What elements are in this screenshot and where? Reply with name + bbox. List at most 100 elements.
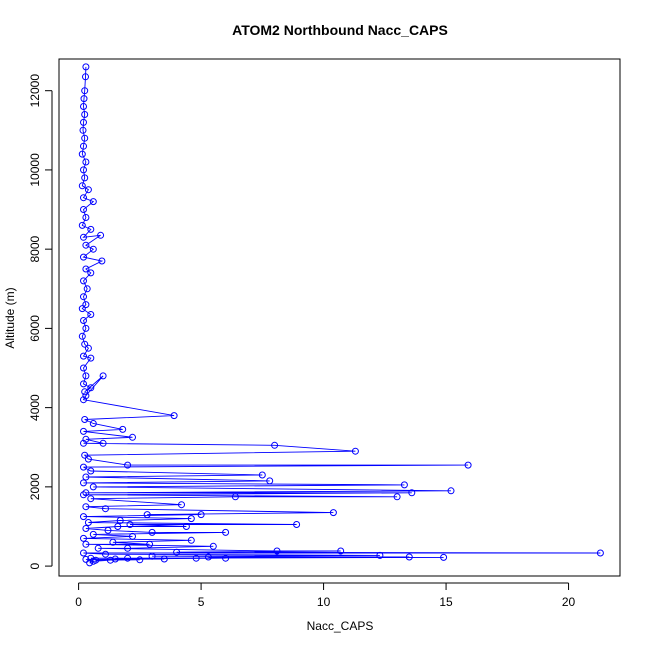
data-point [97,231,105,239]
data-point [87,225,95,233]
data-point [80,253,87,261]
data-point [124,461,132,469]
data-point [80,142,87,150]
data-point [80,396,87,404]
data-point [80,439,87,447]
data-point [271,441,279,449]
data-point [87,384,95,392]
data-point [393,493,401,501]
data-point [408,489,416,497]
x-tick-label: 0 [75,595,82,609]
data-point [89,483,97,491]
data-point [187,515,195,523]
data-point [80,118,87,126]
data-point [81,451,89,459]
data-point [82,324,90,332]
data-point [89,530,97,538]
data-point [82,525,90,532]
data-point [78,305,86,313]
data-point [81,388,89,396]
data-point [109,538,117,546]
y-tick-label: 12000 [28,74,42,108]
data-point [376,551,384,559]
data-point [124,544,132,552]
data-point [222,528,230,536]
data-point [78,221,86,229]
data-point [87,495,95,503]
data-point [82,301,90,309]
y-tick-label: 6000 [28,315,42,342]
data-point [111,555,119,563]
data-point [80,194,87,202]
data-point [182,523,190,530]
data-point [78,150,86,158]
data-point [273,547,281,555]
plot-frame [58,58,621,577]
data-point [78,332,86,340]
data-point [400,481,408,489]
data-point [160,555,168,563]
data-point [126,521,134,528]
data-point [82,158,90,166]
data-point [104,526,112,534]
data-point [80,380,87,388]
data-point [80,293,87,301]
data-point [87,311,95,318]
data-point [89,420,97,427]
x-tick-label: 10 [317,595,331,609]
data-point [148,528,156,536]
data-point [80,479,87,487]
data-point [204,553,212,561]
data-point [170,412,178,420]
data-point [329,509,337,517]
y-tick-label: 8000 [28,235,42,262]
data-point [596,549,604,557]
data-point [447,487,455,495]
data-point [192,554,200,562]
data-point [80,352,87,360]
data-point [143,511,151,519]
x-axis-label: Nacc_CAPS [307,619,374,633]
data-point [89,198,97,206]
y-tick-label: 0 [28,562,42,569]
data-point [87,354,95,362]
data-point [82,503,90,511]
data-point [82,214,90,221]
data-point [81,174,89,182]
data-point [114,523,122,530]
data-series [78,63,604,567]
data-point [86,559,94,567]
data-point [197,511,205,519]
data-point [102,550,109,558]
data-point [81,87,89,95]
data-point [79,126,87,134]
data-point [89,245,97,253]
y-axis-label: Altitude (m) [3,287,17,348]
data-point [146,540,154,548]
data-point [80,534,87,542]
data-point [84,519,92,526]
data-point [173,548,181,556]
data-point [351,447,359,455]
data-point [187,536,195,544]
y-tick-label: 4000 [28,394,42,421]
data-point [136,556,144,564]
data-point [80,364,87,372]
data-point [80,166,87,174]
data-point [178,501,185,509]
data-point [80,233,87,241]
x-axis: 0 5 10 15 20 [75,582,576,609]
data-point [293,521,301,528]
data-point [94,544,102,552]
x-tick-label: 20 [562,595,576,609]
data-point [84,455,92,463]
data-point [119,425,127,433]
x-tick-label: 5 [198,595,205,609]
data-point [124,554,132,562]
data-point [129,433,136,441]
y-axis: 0 2000 4000 6000 8000 10000 12000 [28,74,53,569]
data-point [222,554,230,562]
data-point [82,265,90,273]
data-point [78,182,86,190]
